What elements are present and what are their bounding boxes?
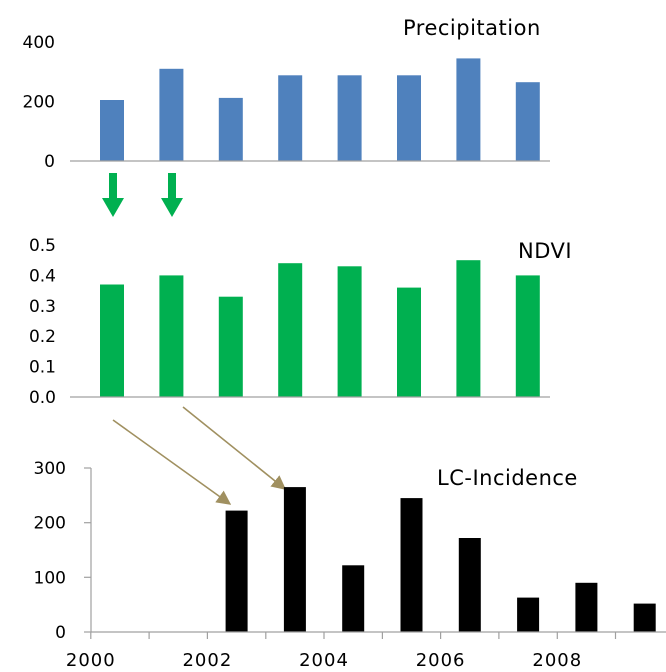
lc-incidence-chart: LC-Incidence 0 100 200 300 2000 2002 2004 2006…	[34, 459, 666, 671]
precipitation-ndvi-arrows	[102, 173, 183, 217]
precipitation-title: Precipitation	[403, 16, 541, 40]
ndvi-bars	[100, 260, 540, 397]
precipitation-chart: Precipitation 0 200 400	[23, 16, 550, 172]
lc-incidence-x-tick-labels: 2000 2002 2004 2006 2008	[66, 650, 582, 671]
ndvi-bar-2002	[218, 296, 243, 397]
lc-incidence-title: LC-Incidence	[437, 466, 578, 490]
lc-incidence-y-tick-label: 0	[55, 623, 66, 643]
lc-incidence-bar-2002	[225, 510, 248, 632]
precipitation-y-tick-label: 0	[44, 152, 55, 172]
precipitation-bar-2007	[515, 82, 540, 161]
lc-incidence-x-tick-label: 2000	[66, 650, 116, 671]
lc-incidence-bar-2006	[458, 538, 481, 632]
precipitation-y-tick-label: 400	[23, 33, 55, 53]
ndvi-bar-2007	[515, 275, 540, 397]
precipitation-y-ticks: 0 200 400	[23, 33, 55, 172]
lc-incidence-y-ticks: 0 100 200 300	[34, 459, 91, 643]
green-down-arrow-icon	[102, 173, 124, 217]
ndvi-title: NDVI	[518, 239, 572, 263]
ndvi-chart: NDVI 0.0 0.1 0.2 0.3 0.4 0.5	[29, 236, 572, 408]
ndvi-y-tick-label: 0.4	[29, 266, 56, 286]
ndvi-y-tick-label: 0.0	[29, 388, 56, 408]
lc-incidence-y-tick-label: 100	[34, 568, 66, 588]
ndvi-bar-2001	[159, 275, 184, 397]
ndvi-bar-2003	[278, 263, 303, 397]
ndvi-y-tick-label: 0.2	[29, 327, 56, 347]
ndvi-bar-2006	[456, 260, 481, 397]
lc-incidence-bar-2007	[517, 597, 540, 632]
lag-arrow-icon	[112, 419, 232, 505]
lc-incidence-x-tick-label: 2008	[532, 650, 582, 671]
lc-incidence-y-tick-label: 200	[34, 514, 66, 534]
lc-incidence-x-tick-label: 2006	[416, 650, 466, 671]
ndvi-y-tick-label: 0.3	[29, 297, 56, 317]
precipitation-y-tick-label: 200	[23, 93, 55, 113]
lc-incidence-bar-2003	[283, 487, 306, 632]
ndvi-incidence-lag-arrows	[112, 406, 287, 505]
ndvi-bar-2005	[397, 287, 421, 397]
lc-incidence-bar-2005	[400, 498, 423, 632]
ndvi-bar-2004	[337, 266, 362, 397]
lc-incidence-x-tick-label: 2004	[299, 650, 349, 671]
lc-incidence-bar-2009	[633, 603, 656, 632]
lc-incidence-bars	[225, 487, 656, 632]
lc-incidence-bar-2004	[342, 565, 365, 632]
precipitation-bar-2003	[278, 75, 303, 161]
lc-incidence-y-tick-label: 300	[34, 459, 66, 479]
lc-incidence-x-tick-label: 2002	[182, 650, 232, 671]
precipitation-bars	[100, 58, 540, 161]
precipitation-bar-2006	[456, 58, 481, 161]
ndvi-y-ticks: 0.0 0.1 0.2 0.3 0.4 0.5	[29, 236, 56, 408]
precipitation-bar-2001	[159, 68, 184, 161]
green-down-arrow-icon	[161, 173, 183, 217]
lc-incidence-bar-2008	[575, 582, 598, 632]
precipitation-bar-2004	[337, 75, 362, 161]
precipitation-bar-2002	[218, 97, 243, 161]
precipitation-bar-2000	[100, 100, 124, 161]
ndvi-bar-2000	[100, 284, 124, 397]
lag-arrow-icon	[182, 406, 287, 490]
lc-incidence-x-ticks	[90, 632, 617, 639]
ndvi-y-tick-label: 0.5	[29, 236, 56, 256]
ndvi-y-tick-label: 0.1	[29, 358, 56, 378]
precipitation-bar-2005	[397, 75, 421, 161]
